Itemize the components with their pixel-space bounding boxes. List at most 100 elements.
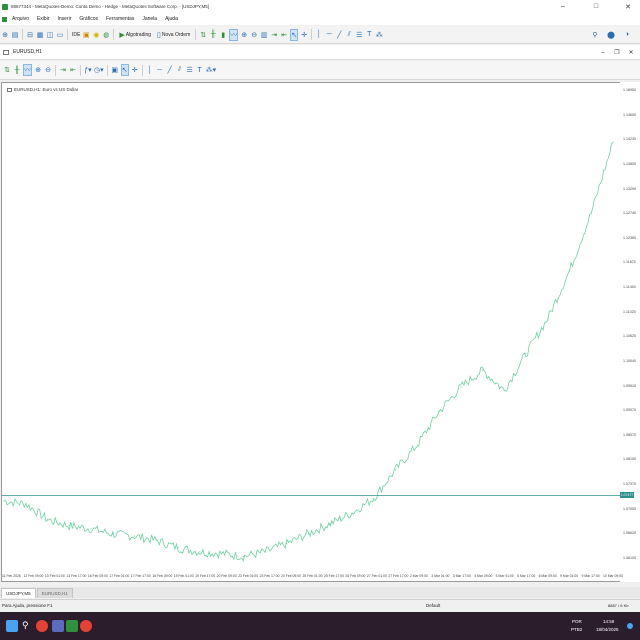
symbol-icon xyxy=(7,87,12,92)
menu-file[interactable]: Arquivo xyxy=(12,16,29,22)
timeframes-icon[interactable]: ◷▾ xyxy=(94,67,104,74)
depth-of-market-icon[interactable]: ⇅ xyxy=(200,31,207,39)
menu-view[interactable]: Exibir xyxy=(36,16,50,22)
chart-shift-icon[interactable]: ⇤ xyxy=(281,31,288,39)
virtual-hosting-icon[interactable]: ◍ xyxy=(103,31,110,39)
zoom-out-icon[interactable]: ⊖ xyxy=(45,67,51,74)
clock-date[interactable]: 18/04/2025 xyxy=(596,627,619,632)
chart-shift-icon[interactable]: ⇤ xyxy=(70,67,76,74)
strategy-tester-icon[interactable]: ◉ xyxy=(93,31,100,39)
menu-help[interactable]: Ajuda xyxy=(165,16,178,22)
chart-area[interactable]: EURUSD,H1: Euro vs US Dollar xyxy=(1,82,624,582)
metatrader-icon[interactable] xyxy=(66,620,78,632)
line-chart-icon[interactable]: 〰 xyxy=(23,64,32,76)
crosshair-icon[interactable]: ✛ xyxy=(131,67,138,74)
navigator-icon[interactable]: ◫ xyxy=(46,31,54,39)
profile-name[interactable]: Default xyxy=(426,603,441,608)
y-tick-label: 1.07570 xyxy=(623,482,636,487)
menu-charts[interactable]: Gráficos xyxy=(79,16,98,22)
notification-icon[interactable] xyxy=(627,623,633,629)
profiles-icon[interactable]: ▤ xyxy=(11,31,19,39)
shapes-icon[interactable]: ⁂ xyxy=(375,31,383,39)
chart-restore-button[interactable]: ❐ xyxy=(614,50,620,56)
zoom-in-icon[interactable]: ⊕ xyxy=(241,31,248,39)
y-tick-label: 1.06620 xyxy=(623,531,636,536)
clock-time[interactable]: 14:58 xyxy=(603,619,615,624)
menu-insert[interactable]: Inserir xyxy=(57,16,72,22)
y-tick-label: 1.13290 xyxy=(623,186,636,191)
minimize-button[interactable]: – xyxy=(561,3,565,10)
horizontal-line-icon[interactable]: ─ xyxy=(326,31,332,38)
indicators-icon[interactable]: ƒ▾ xyxy=(84,67,92,74)
chrome-icon-2[interactable] xyxy=(80,620,92,632)
close-button[interactable]: ✕ xyxy=(625,3,631,11)
candlestick-icon[interactable]: ▮ xyxy=(221,31,226,39)
ide-button[interactable]: IDE xyxy=(71,29,80,41)
app-icon-2[interactable] xyxy=(52,620,64,632)
time-axis[interactable]: 11 Feb 2026 12 Feb 09:00 13 Feb 01:00 13 Fe… xyxy=(1,572,624,582)
windows-start-icon[interactable] xyxy=(6,620,18,632)
x-tick-label: 9 Mar 17:00 xyxy=(581,574,600,578)
community-icon[interactable]: ⬤ xyxy=(607,31,615,39)
price-axis[interactable]: 1.16950 1.14600 1.14230 1.13800 1.13290 1.127… xyxy=(620,82,640,582)
text-tool-icon[interactable]: T xyxy=(367,31,372,38)
tile-windows-icon[interactable]: ▥ xyxy=(260,31,268,39)
y-tick-label: 1.14230 xyxy=(623,137,636,142)
new-order-button[interactable]: ▯ Nova Ordem xyxy=(155,29,192,41)
horizontal-line-icon[interactable]: ─ xyxy=(157,66,163,74)
vertical-line-icon[interactable]: │ xyxy=(147,66,152,74)
menu-window[interactable]: Janela xyxy=(142,16,158,22)
maximize-button[interactable]: □ xyxy=(593,3,599,10)
depth-of-market-icon[interactable]: ⇅ xyxy=(4,67,10,74)
line-chart-icon[interactable]: 〰 xyxy=(229,28,239,41)
data-window-icon[interactable]: ▦ xyxy=(36,31,44,39)
x-tick-label: 6 Mar 09:00 xyxy=(538,574,557,578)
chart-minimize-button[interactable]: – xyxy=(601,49,605,56)
new-chart-icon[interactable]: ⊕ xyxy=(2,31,8,39)
algotrading-button[interactable]: ▶ Algotrading xyxy=(117,29,153,41)
data-point xyxy=(220,552,223,555)
menu-tools[interactable]: Ferramentas xyxy=(106,16,135,22)
y-tick-label: 1.08570 xyxy=(623,432,636,437)
language-indicator[interactable]: POR xyxy=(572,619,582,624)
cursor-icon[interactable]: ↖ xyxy=(290,28,299,41)
keyboard-layout[interactable]: PTB2 xyxy=(571,627,583,632)
chart-close-button[interactable]: ✕ xyxy=(628,50,634,56)
trendline-icon[interactable]: ╱ xyxy=(337,31,342,39)
data-point xyxy=(416,444,418,446)
bar-chart-icon[interactable]: ╫ xyxy=(14,66,20,74)
data-point xyxy=(525,353,527,355)
account-icon[interactable]: ◑ xyxy=(624,31,630,38)
shapes-icon[interactable]: ⁂▾ xyxy=(205,67,217,74)
autoscroll-icon[interactable]: ⇥ xyxy=(60,67,66,74)
data-point xyxy=(264,551,266,553)
bar-chart-icon[interactable]: ╫ xyxy=(210,31,216,38)
zoom-in-icon[interactable]: ⊕ xyxy=(35,67,41,74)
tab-usdjpy[interactable]: USDJPY,M5 xyxy=(1,588,36,598)
tab-eurusd[interactable]: EURUSD,H1 xyxy=(36,588,73,598)
autoscroll-icon[interactable]: ⇥ xyxy=(271,31,278,39)
search-icon[interactable]: ⚲ xyxy=(22,620,29,630)
fibonacci-icon[interactable]: ☰ xyxy=(186,67,193,74)
text-tool-icon[interactable]: T xyxy=(197,66,202,74)
trendline-icon[interactable]: ╱ xyxy=(167,67,172,74)
current-price-badge: 1.07477 xyxy=(620,491,634,498)
lock-icon[interactable]: ▣ xyxy=(83,31,90,39)
toolbar-separator xyxy=(67,29,68,40)
menu-app-icon xyxy=(2,16,7,22)
chrome-icon[interactable] xyxy=(36,620,48,632)
cursor-icon[interactable]: ↖ xyxy=(120,64,129,76)
zoom-out-icon[interactable]: ⊖ xyxy=(251,31,258,39)
vertical-line-icon[interactable]: │ xyxy=(317,31,322,38)
channel-icon[interactable]: ⫽ xyxy=(347,30,351,38)
search-icon[interactable]: ⚲ xyxy=(592,31,598,39)
data-point xyxy=(133,535,136,537)
channel-icon[interactable]: ⫽ xyxy=(178,66,182,73)
templates-icon[interactable]: ▣ xyxy=(111,67,118,74)
crosshair-icon[interactable]: ✛ xyxy=(301,31,308,39)
chart-toolbar: ⇅ ╫ 〰 ⊕ ⊖ ⇥ ⇤ ƒ▾ ◷▾ ▣ ↖ ✛ │ ─ ╱ ⫽ ☰ T ⁂▾ xyxy=(0,61,640,80)
fibonacci-icon[interactable]: ☰ xyxy=(356,31,363,39)
price-chart[interactable] xyxy=(2,83,621,571)
toolbox-icon[interactable]: ▭ xyxy=(56,31,64,39)
market-watch-icon[interactable]: ⊟ xyxy=(27,31,33,39)
